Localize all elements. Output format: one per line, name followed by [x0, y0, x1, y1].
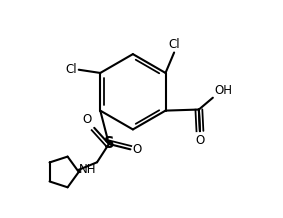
Text: O: O	[132, 143, 142, 156]
Text: Cl: Cl	[168, 38, 180, 51]
Text: S: S	[104, 136, 114, 152]
Text: O: O	[195, 134, 205, 147]
Text: OH: OH	[214, 84, 232, 97]
Text: O: O	[83, 113, 92, 126]
Text: NH: NH	[78, 163, 96, 176]
Text: Cl: Cl	[65, 63, 77, 76]
